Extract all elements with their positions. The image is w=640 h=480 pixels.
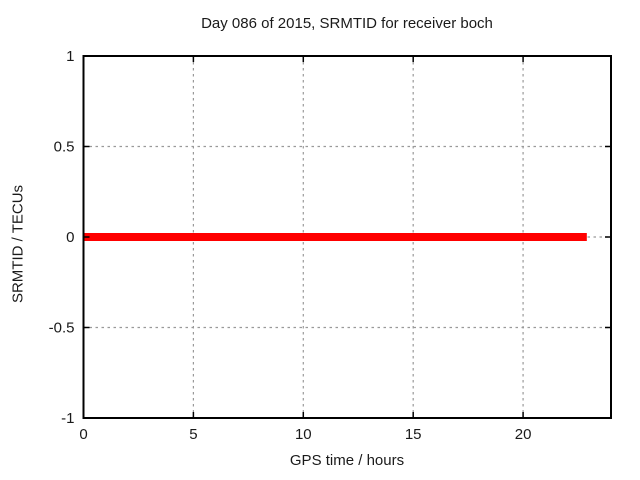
y-tick-label: -0.5: [49, 320, 75, 337]
x-tick-label: 5: [189, 426, 197, 443]
chart-title: Day 086 of 2015, SRMTID for receiver boc…: [201, 15, 493, 32]
x-axis-label: GPS time / hours: [289, 452, 405, 469]
y-axis-label: SRMTID / TECUs: [9, 184, 27, 304]
x-tick-label: 10: [295, 426, 312, 443]
y-tick-label: 1: [66, 48, 74, 65]
y-tick-label: -1: [61, 410, 74, 427]
y-tick-label: 0.5: [54, 139, 75, 156]
x-tick-label: 0: [79, 426, 87, 443]
y-tick-label: 0: [66, 229, 74, 246]
x-tick-label: 20: [515, 426, 532, 443]
x-tick-label: 15: [405, 426, 422, 443]
